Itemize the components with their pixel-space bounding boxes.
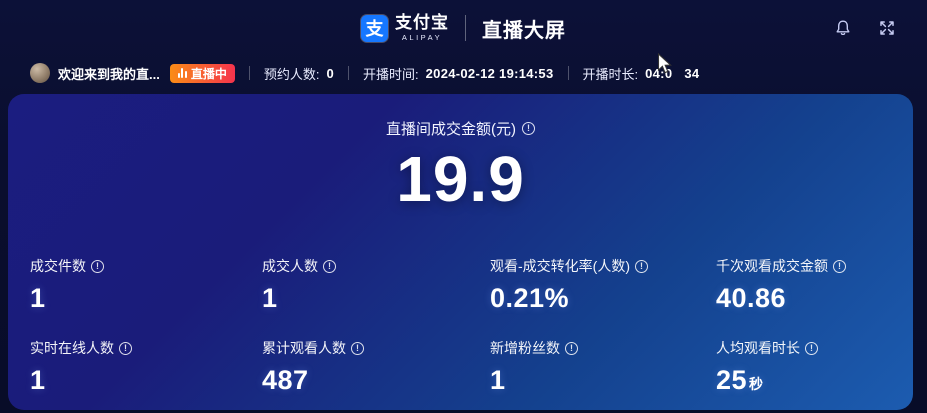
stream-duration: 开播时长: 04:0 34	[583, 64, 700, 83]
stat-label: 成交人数	[262, 258, 318, 274]
alipay-brand-text: 支付宝 ALIPAY	[395, 14, 449, 42]
stat-gmv-per-thousand-views: 千次观看成交金额 40.86	[716, 256, 913, 338]
info-icon[interactable]	[565, 341, 578, 355]
start-time: 开播时间: 2024-02-12 19:14:53	[363, 64, 553, 83]
stat-value: 40.86	[716, 283, 787, 313]
info-icon[interactable]	[119, 341, 132, 355]
stat-label: 成交件数	[30, 258, 86, 274]
stat-value: 0.21%	[490, 283, 570, 313]
stats-grid: 成交件数 1 成交人数 1 观看-成交转化率(人数) 0.21% 千次观看成交金…	[8, 256, 913, 410]
fullscreen-expand-icon[interactable]	[877, 18, 897, 38]
reserved-count: 预约人数: 0	[264, 64, 334, 83]
gmv-title-row: 直播间成交金额(元)	[8, 118, 913, 138]
stat-label: 累计观看人数	[262, 340, 346, 356]
stat-value: 487	[262, 365, 309, 395]
stream-duration-value-after-cursor: 34	[684, 65, 700, 81]
info-icon[interactable]	[91, 259, 104, 273]
stat-label: 千次观看成交金额	[716, 258, 828, 274]
live-status-badge: 直播中	[169, 63, 235, 83]
info-icon[interactable]	[833, 259, 846, 273]
alipay-logo: 支 支付宝 ALIPAY 直播大屏	[361, 14, 566, 43]
stream-info-bar: 欢迎来到我的直... 直播中 预约人数: 0 开播时间: 2024-02-12 …	[0, 56, 927, 90]
live-badge-label: 直播中	[190, 66, 227, 81]
stat-value: 1	[30, 365, 46, 395]
app-header: 支 支付宝 ALIPAY 直播大屏	[0, 0, 927, 56]
stat-value: 1	[490, 365, 506, 395]
live-bars-icon	[177, 68, 187, 78]
metrics-panel: 直播间成交金额(元) 19.9 成交件数 1 成交人数 1 观看-成交转化率(人…	[8, 94, 913, 410]
stat-view-conversion-rate: 观看-成交转化率(人数) 0.21%	[490, 256, 716, 338]
divider	[567, 66, 569, 80]
bell-icon[interactable]	[833, 18, 853, 38]
stream-duration-value-before-cursor: 04:0	[645, 65, 673, 81]
stat-online-now: 实时在线人数 1	[30, 338, 262, 410]
divider	[248, 66, 250, 80]
alipay-logo-icon: 支	[361, 14, 388, 42]
header-actions	[833, 18, 897, 38]
info-icon[interactable]	[805, 341, 818, 355]
stat-buyers: 成交人数 1	[262, 256, 490, 338]
info-icon[interactable]	[635, 259, 648, 273]
stat-value: 1	[30, 283, 46, 313]
gmv-title: 直播间成交金额(元)	[386, 120, 516, 138]
room-title: 欢迎来到我的直...	[58, 66, 160, 82]
page-title: 直播大屏	[482, 19, 566, 42]
gmv-amount: 19.9	[396, 143, 525, 215]
stat-label: 实时在线人数	[30, 340, 114, 356]
stream-duration-label: 开播时长:	[582, 66, 639, 82]
brand-name-cn: 支付宝	[395, 13, 449, 33]
stat-value: 1	[262, 283, 278, 313]
streamer-avatar	[30, 63, 50, 83]
divider	[348, 66, 350, 80]
stat-order-items: 成交件数 1	[30, 256, 262, 338]
header-divider	[465, 15, 466, 41]
start-time-value: 2024-02-12 19:14:53	[425, 65, 554, 81]
stat-total-viewers: 累计观看人数 487	[262, 338, 490, 410]
stat-value: 25 秒	[716, 365, 764, 395]
info-icon[interactable]	[351, 341, 364, 355]
reserved-count-value: 0	[326, 65, 335, 81]
info-icon[interactable]	[323, 259, 336, 273]
start-time-label: 开播时间:	[363, 66, 419, 82]
reserved-count-label: 预约人数:	[263, 66, 320, 82]
stat-label: 新增粉丝数	[490, 340, 560, 356]
stat-label: 观看-成交转化率(人数)	[490, 258, 630, 274]
info-icon[interactable]	[522, 121, 535, 135]
stat-avg-watch-duration: 人均观看时长 25秒	[716, 338, 913, 410]
stat-label: 人均观看时长	[716, 340, 800, 356]
brand-name-en: ALIPAY	[401, 33, 443, 43]
stat-new-followers: 新增粉丝数 1	[490, 338, 716, 410]
